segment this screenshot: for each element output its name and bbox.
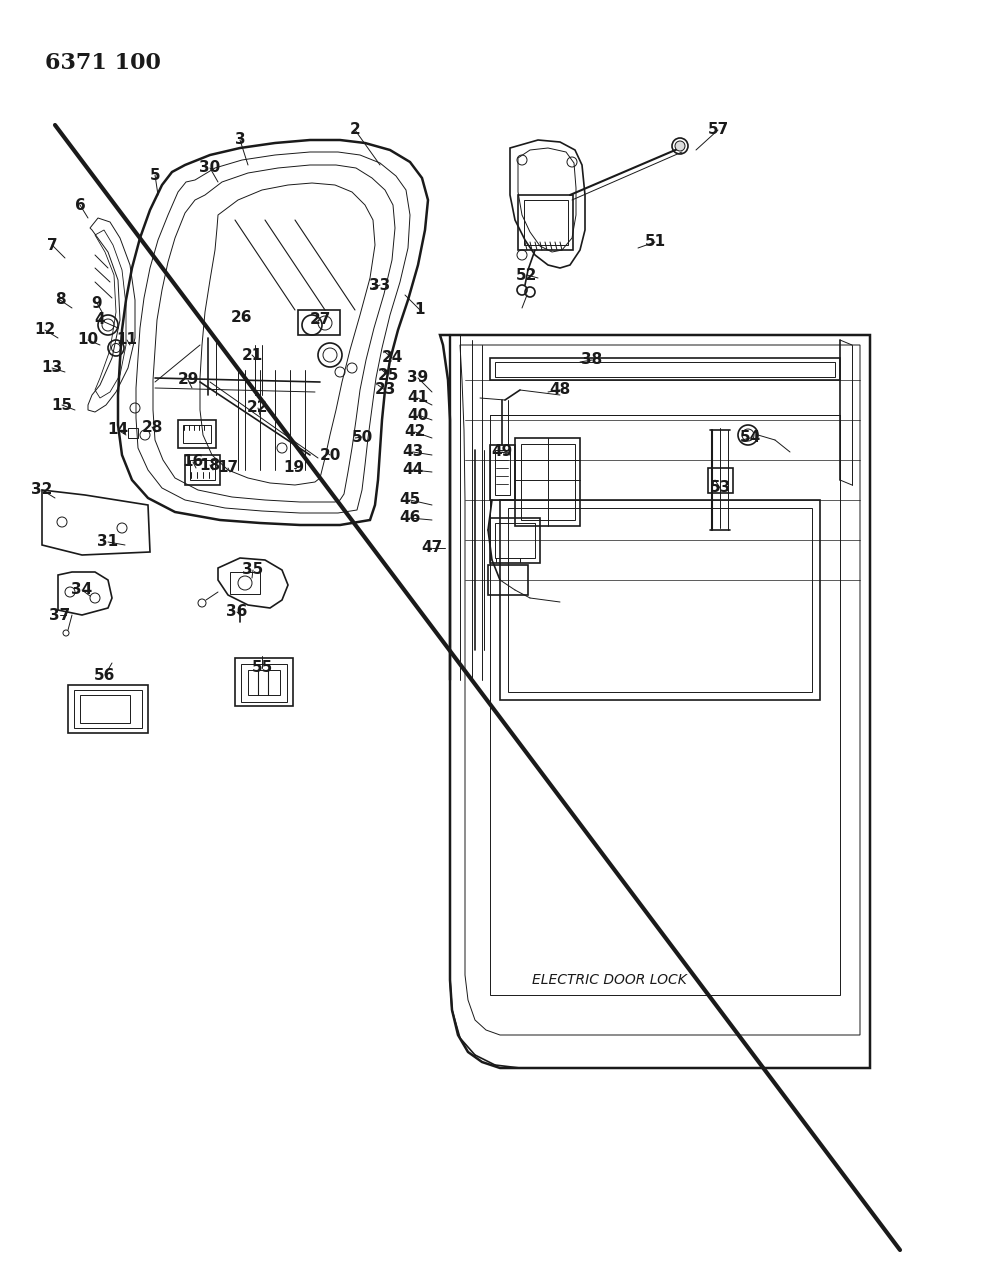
Text: 19: 19 — [284, 460, 304, 476]
Text: 14: 14 — [107, 422, 129, 437]
Text: 18: 18 — [199, 458, 221, 473]
Bar — [488, 565, 528, 595]
Text: 4: 4 — [94, 312, 105, 328]
Text: 54: 54 — [739, 431, 761, 445]
Bar — [490, 358, 840, 380]
Text: 47: 47 — [421, 541, 443, 556]
Text: 45: 45 — [400, 492, 420, 507]
Text: 48: 48 — [549, 382, 571, 398]
Bar — [708, 468, 733, 493]
Bar — [500, 500, 820, 700]
Text: 28: 28 — [141, 419, 163, 435]
Bar — [495, 523, 535, 558]
Text: 16: 16 — [183, 454, 203, 469]
Bar — [230, 572, 260, 594]
Text: 46: 46 — [400, 510, 420, 525]
Text: 12: 12 — [34, 323, 56, 338]
Bar — [298, 310, 340, 335]
Bar — [495, 450, 510, 495]
Bar — [74, 690, 142, 728]
Text: 41: 41 — [408, 390, 428, 405]
Bar — [178, 419, 216, 448]
Text: 27: 27 — [309, 312, 331, 328]
Bar — [183, 425, 211, 442]
Text: 44: 44 — [403, 463, 423, 478]
Text: 34: 34 — [72, 583, 92, 598]
Text: 22: 22 — [247, 400, 269, 416]
Text: 6371 100: 6371 100 — [45, 52, 161, 74]
Bar — [190, 460, 215, 479]
Text: 49: 49 — [491, 445, 513, 459]
Text: 2: 2 — [350, 122, 360, 138]
Bar — [515, 439, 580, 527]
Text: 43: 43 — [403, 445, 423, 459]
Text: 31: 31 — [97, 534, 119, 550]
Text: 26: 26 — [231, 311, 252, 325]
Text: 21: 21 — [242, 348, 262, 362]
Bar — [80, 695, 130, 723]
Bar — [185, 455, 220, 484]
Text: 15: 15 — [51, 398, 73, 413]
Text: 56: 56 — [94, 668, 116, 682]
Text: 1: 1 — [414, 302, 425, 317]
Text: 8: 8 — [55, 292, 66, 307]
Circle shape — [675, 142, 685, 150]
Text: 3: 3 — [235, 133, 246, 148]
Text: 17: 17 — [217, 460, 239, 476]
Text: 52: 52 — [517, 268, 538, 283]
Bar — [235, 658, 293, 706]
Text: 53: 53 — [709, 481, 731, 496]
Text: 39: 39 — [408, 371, 428, 385]
Text: 42: 42 — [405, 425, 425, 440]
Bar — [490, 445, 515, 500]
Text: 7: 7 — [47, 237, 57, 252]
Bar — [490, 518, 540, 564]
Text: ELECTRIC DOOR LOCK: ELECTRIC DOOR LOCK — [532, 973, 686, 987]
Bar — [128, 428, 138, 439]
Text: 10: 10 — [78, 333, 98, 348]
Text: 51: 51 — [644, 235, 666, 250]
Text: 20: 20 — [319, 448, 341, 463]
Text: 11: 11 — [117, 333, 137, 348]
Bar — [518, 195, 573, 250]
Text: 35: 35 — [243, 562, 263, 578]
Bar — [248, 669, 280, 695]
Text: 5: 5 — [149, 167, 160, 182]
Bar — [490, 414, 840, 994]
Text: 9: 9 — [91, 296, 102, 311]
Text: 25: 25 — [377, 367, 399, 382]
Text: 36: 36 — [226, 604, 247, 620]
Text: 40: 40 — [408, 408, 428, 422]
Bar — [68, 685, 148, 733]
Text: 32: 32 — [31, 482, 53, 497]
Text: 29: 29 — [178, 372, 198, 388]
Text: 57: 57 — [707, 122, 729, 138]
Text: 30: 30 — [199, 161, 221, 176]
Text: 23: 23 — [374, 382, 396, 398]
Text: 33: 33 — [369, 278, 391, 292]
Text: 37: 37 — [49, 607, 71, 622]
Text: 13: 13 — [41, 361, 63, 376]
Text: 38: 38 — [581, 352, 603, 367]
Bar — [524, 200, 568, 245]
Bar — [508, 507, 812, 692]
Bar — [521, 444, 575, 520]
Text: 55: 55 — [251, 660, 273, 676]
Bar — [241, 664, 287, 703]
Text: 50: 50 — [352, 430, 372, 445]
Text: 24: 24 — [381, 351, 403, 366]
Bar — [495, 362, 835, 377]
Text: 6: 6 — [75, 198, 85, 213]
